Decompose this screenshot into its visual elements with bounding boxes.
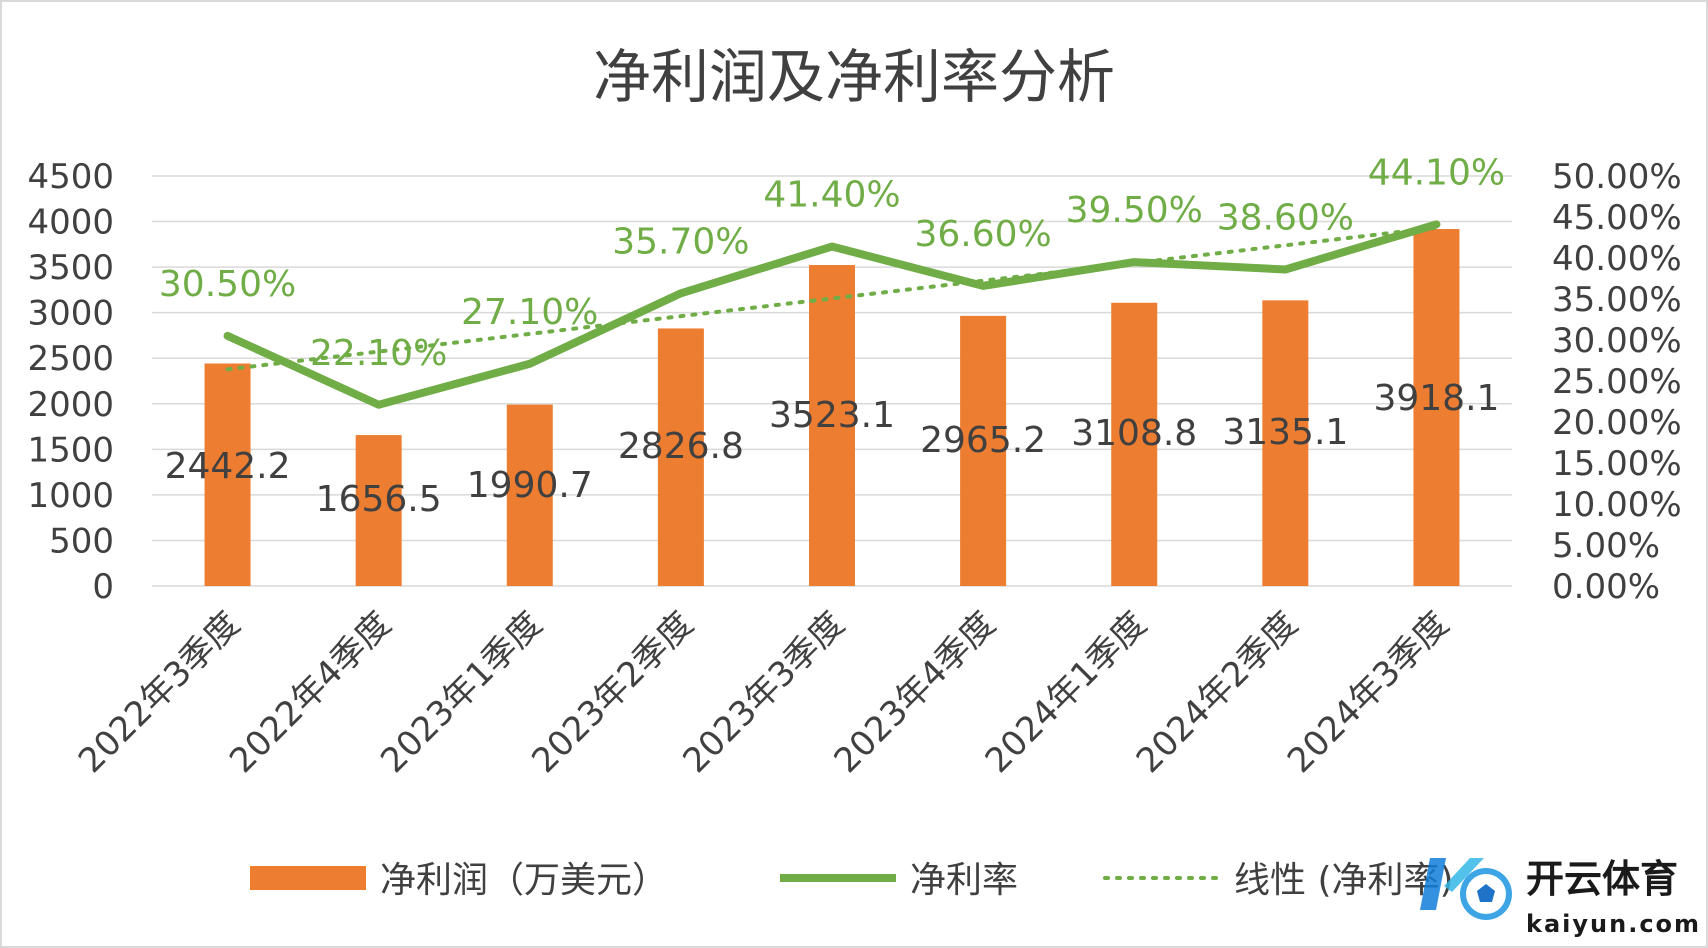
bar-layer — [204, 229, 1460, 586]
legend-label-trendline: 线性 (净利率) — [1234, 860, 1454, 901]
margin-data-label: 39.50% — [1066, 190, 1203, 231]
left-axis-tick-label: 500 — [49, 521, 114, 561]
bar-net-profit — [1111, 302, 1158, 586]
bar-data-label: 1990.7 — [467, 465, 593, 506]
bar-data-label: 2442.2 — [165, 446, 291, 487]
bar-net-profit — [809, 265, 855, 586]
watermark-logo: 开云体育 kaiyun.com — [1420, 857, 1701, 938]
margin-data-label: 27.10% — [461, 292, 598, 333]
line-net-margin — [223, 220, 1441, 409]
right-axis-tick-label: 10.00% — [1552, 485, 1682, 525]
margin-data-label: 38.60% — [1217, 197, 1354, 238]
right-axis-tick-label: 30.00% — [1552, 321, 1682, 361]
margin-data-label: 30.50% — [159, 264, 296, 305]
legend: 净利润（万美元） 净利率 线性 (净利率) — [250, 860, 1454, 901]
legend-swatch-net-profit — [250, 866, 366, 890]
bar-data-label: 3108.8 — [1071, 413, 1197, 454]
label-layer: 30.50% 22.10% 27.10% 35.70% 41.40% 36.60% 39.5… — [159, 152, 1505, 520]
margin-data-label: 44.10% — [1368, 152, 1505, 193]
line-layer — [223, 220, 1441, 409]
bar-data-label: 2826.8 — [618, 426, 744, 467]
left-axis-tick-label: 4500 — [27, 157, 114, 197]
left-axis-tick-label: 3000 — [27, 294, 114, 334]
left-axis-tick-label: 2500 — [27, 339, 114, 379]
left-axis-tick-label: 1000 — [27, 476, 114, 516]
margin-data-label: 41.40% — [763, 175, 900, 216]
bar-net-profit — [506, 404, 553, 586]
bar-net-profit — [960, 315, 1007, 586]
watermark-text-cn: 开云体育 — [1526, 857, 1678, 901]
right-axis-tick-label: 50.00% — [1552, 157, 1682, 197]
bar-net-profit — [204, 363, 251, 586]
right-axis-tick-label: 0.00% — [1552, 567, 1660, 607]
chart-title: 净利润及净利率分析 — [593, 43, 1115, 111]
legend-label-net-margin: 净利率 — [910, 860, 1018, 901]
right-axis-tick-label: 20.00% — [1552, 403, 1682, 443]
soccer-ball-panel-icon — [1477, 884, 1495, 902]
bar-data-label: 1656.5 — [316, 479, 442, 520]
legend-label-net-profit: 净利润（万美元） — [380, 860, 668, 901]
left-axis-tick-label: 2000 — [27, 385, 114, 425]
bar-data-label: 2965.2 — [920, 420, 1046, 461]
logo-k-arm-icon — [1444, 858, 1484, 892]
bar-net-profit — [1413, 229, 1460, 586]
left-axis-tick-label: 1500 — [27, 430, 114, 470]
left-axis-tick-label: 0 — [92, 567, 114, 607]
bar-net-profit — [657, 328, 704, 586]
right-axis-tick-label: 35.00% — [1552, 280, 1682, 320]
watermark-text-en: kaiyun.com — [1526, 910, 1701, 938]
logo-k-icon — [1420, 858, 1446, 910]
left-axis-tick-label: 3500 — [27, 248, 114, 288]
right-axis-tick-label: 25.00% — [1552, 362, 1682, 402]
bar-data-label: 3135.1 — [1222, 412, 1348, 453]
bar-data-label: 3918.1 — [1373, 378, 1499, 419]
right-axis-tick-label: 40.00% — [1552, 239, 1682, 279]
right-axis-tick-label: 5.00% — [1552, 526, 1660, 566]
left-axis-tick-label: 4000 — [27, 203, 114, 243]
margin-data-label: 22.10% — [310, 333, 447, 374]
margin-data-label: 35.70% — [612, 221, 749, 262]
bar-data-label: 3523.1 — [769, 395, 895, 436]
bar-net-profit — [355, 435, 402, 586]
trendline-net-margin — [225, 225, 1439, 372]
right-axis-tick-label: 45.00% — [1552, 198, 1682, 238]
bar-net-profit — [1262, 300, 1309, 586]
margin-data-label: 36.60% — [914, 214, 1051, 255]
right-axis-tick-label: 15.00% — [1552, 444, 1682, 484]
